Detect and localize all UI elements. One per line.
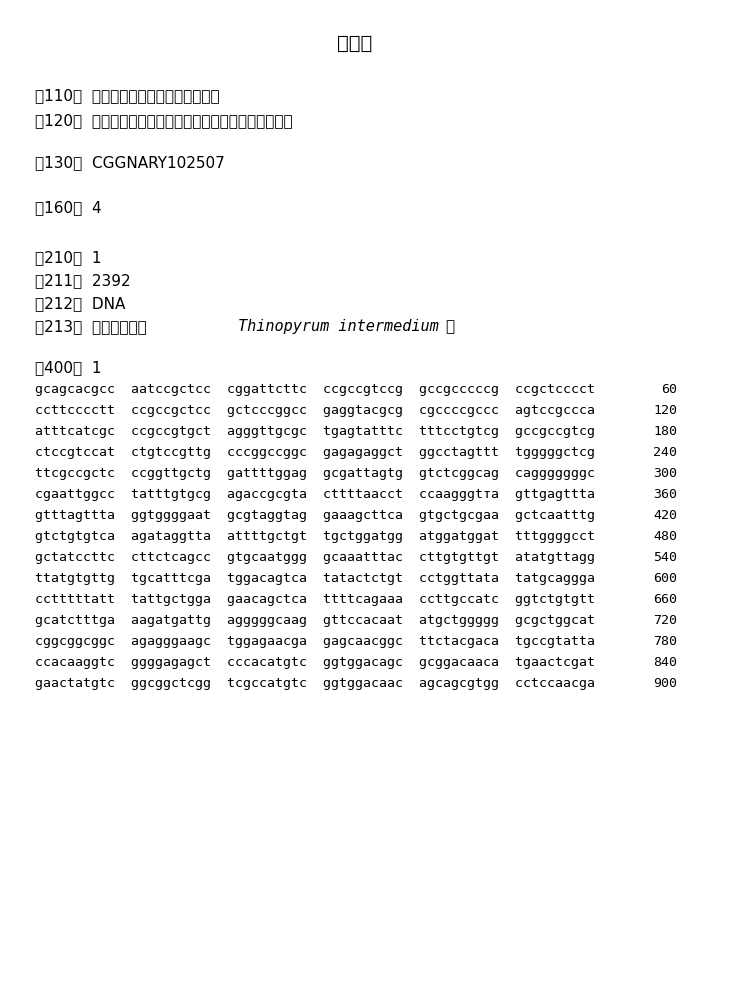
- Text: 540: 540: [654, 551, 678, 564]
- Text: cggcggcggc  agagggaagc  tggagaacga  gagcaacggc  ttctacgaca  tgccgtatta: cggcggcggc agagggaagc tggagaacga gagcaac…: [36, 635, 596, 648]
- Text: 〈160〉  4: 〈160〉 4: [36, 200, 102, 215]
- Text: 660: 660: [654, 593, 678, 606]
- Text: ctccgtccat  ctgtccgttg  cccggccggc  gagagaggct  ggcctagttt  tgggggctcg: ctccgtccat ctgtccgttg cccggccggc gagagag…: [36, 446, 596, 459]
- Text: cctttttatt  tattgctgga  gaacagctca  ttttcagaaa  ccttgccatc  ggtctgtgtt: cctttttatt tattgctgga gaacagctca ttttcag…: [36, 593, 596, 606]
- Text: 〈213〉  中间偃麦草（: 〈213〉 中间偃麦草（: [36, 319, 147, 334]
- Text: gcagcacgcc  aatccgctcc  cggattcttc  ccgccgtccg  gccgcccccg  ccgctcccct: gcagcacgcc aatccgctcc cggattcttc ccgccgt…: [36, 383, 596, 396]
- Text: 〈110〉  中国农业科学院作物科学研究所: 〈110〉 中国农业科学院作物科学研究所: [36, 88, 220, 103]
- Text: 420: 420: [654, 509, 678, 522]
- Text: gtttagttta  ggtggggaat  gcgtaggtag  gaaagcttca  gtgctgcgaa  gctcaatttg: gtttagttta ggtggggaat gcgtaggtag gaaagct…: [36, 509, 596, 522]
- Text: Thinopyrum intermedium: Thinopyrum intermedium: [238, 319, 439, 334]
- Text: 360: 360: [654, 488, 678, 501]
- Text: cgaattggcc  tatttgtgcg  agaccgcgta  cttttaacct  ccaagggtта  gttgagttta: cgaattggcc tatttgtgcg agaccgcgta cttttaa…: [36, 488, 596, 501]
- Text: 序列表: 序列表: [337, 34, 372, 53]
- Text: 840: 840: [654, 656, 678, 669]
- Text: gaactatgtc  ggcggctcgg  tcgccatgtc  ggtggacaac  agcagcgtgg  cctccaacga: gaactatgtc ggcggctcgg tcgccatgtc ggtggac…: [36, 677, 596, 690]
- Text: 780: 780: [654, 635, 678, 648]
- Text: 〈211〉  2392: 〈211〉 2392: [36, 273, 131, 288]
- Text: 60: 60: [662, 383, 678, 396]
- Text: 120: 120: [654, 404, 678, 417]
- Text: 720: 720: [654, 614, 678, 627]
- Text: 240: 240: [654, 446, 678, 459]
- Text: atttcatcgc  ccgccgtgct  agggttgcgc  tgagtatttc  tttcctgtcg  gccgccgtcg: atttcatcgc ccgccgtgct agggttgcgc tgagtat…: [36, 425, 596, 438]
- Text: gctatccttc  cttctcagcc  gtgcaatggg  gcaaatttac  cttgtgttgt  atatgttagg: gctatccttc cttctcagcc gtgcaatggg gcaaatt…: [36, 551, 596, 564]
- Text: ccacaaggtc  ggggagagct  cccacatgtc  ggtggacagc  gcggacaaca  tgaactcgat: ccacaaggtc ggggagagct cccacatgtc ggtggac…: [36, 656, 596, 669]
- Text: ttcgccgctc  ccggttgctg  gattttggag  gcgattagtg  gtctcggcag  cagggggggc: ttcgccgctc ccggttgctg gattttggag gcgatta…: [36, 467, 596, 480]
- Text: gtctgtgtca  agataggtta  attttgctgt  tgctggatgg  atggatggat  tttggggcct: gtctgtgtca agataggtta attttgctgt tgctgga…: [36, 530, 596, 543]
- Text: 〈400〉  1: 〈400〉 1: [36, 360, 102, 375]
- Text: ccttcccctt  ccgccgctcc  gctcccggcc  gaggtacgcg  cgccccgccc  agtccgccca: ccttcccctt ccgccgctcc gctcccggcc gaggtac…: [36, 404, 596, 417]
- Text: 〈120〉  一种辅助鉴定抗黄矮病小麦的方法及其专用引物对: 〈120〉 一种辅助鉴定抗黄矮病小麦的方法及其专用引物对: [36, 113, 293, 128]
- Text: 480: 480: [654, 530, 678, 543]
- Text: 〈212〉  DNA: 〈212〉 DNA: [36, 296, 126, 311]
- Text: 180: 180: [654, 425, 678, 438]
- Text: ttatgtgttg  tgcatttcga  tggacagtca  tatactctgt  cctggttata  tatgcaggga: ttatgtgttg tgcatttcga tggacagtca tatactc…: [36, 572, 596, 585]
- Text: 600: 600: [654, 572, 678, 585]
- Text: 900: 900: [654, 677, 678, 690]
- Text: 300: 300: [654, 467, 678, 480]
- Text: 〈210〉  1: 〈210〉 1: [36, 250, 102, 265]
- Text: ）: ）: [445, 319, 455, 334]
- Text: gcatctttga  aagatgattg  agggggcaag  gttccacaat  atgctggggg  gcgctggcat: gcatctttga aagatgattg agggggcaag gttccac…: [36, 614, 596, 627]
- Text: 〈130〉  CGGNARY102507: 〈130〉 CGGNARY102507: [36, 155, 225, 170]
